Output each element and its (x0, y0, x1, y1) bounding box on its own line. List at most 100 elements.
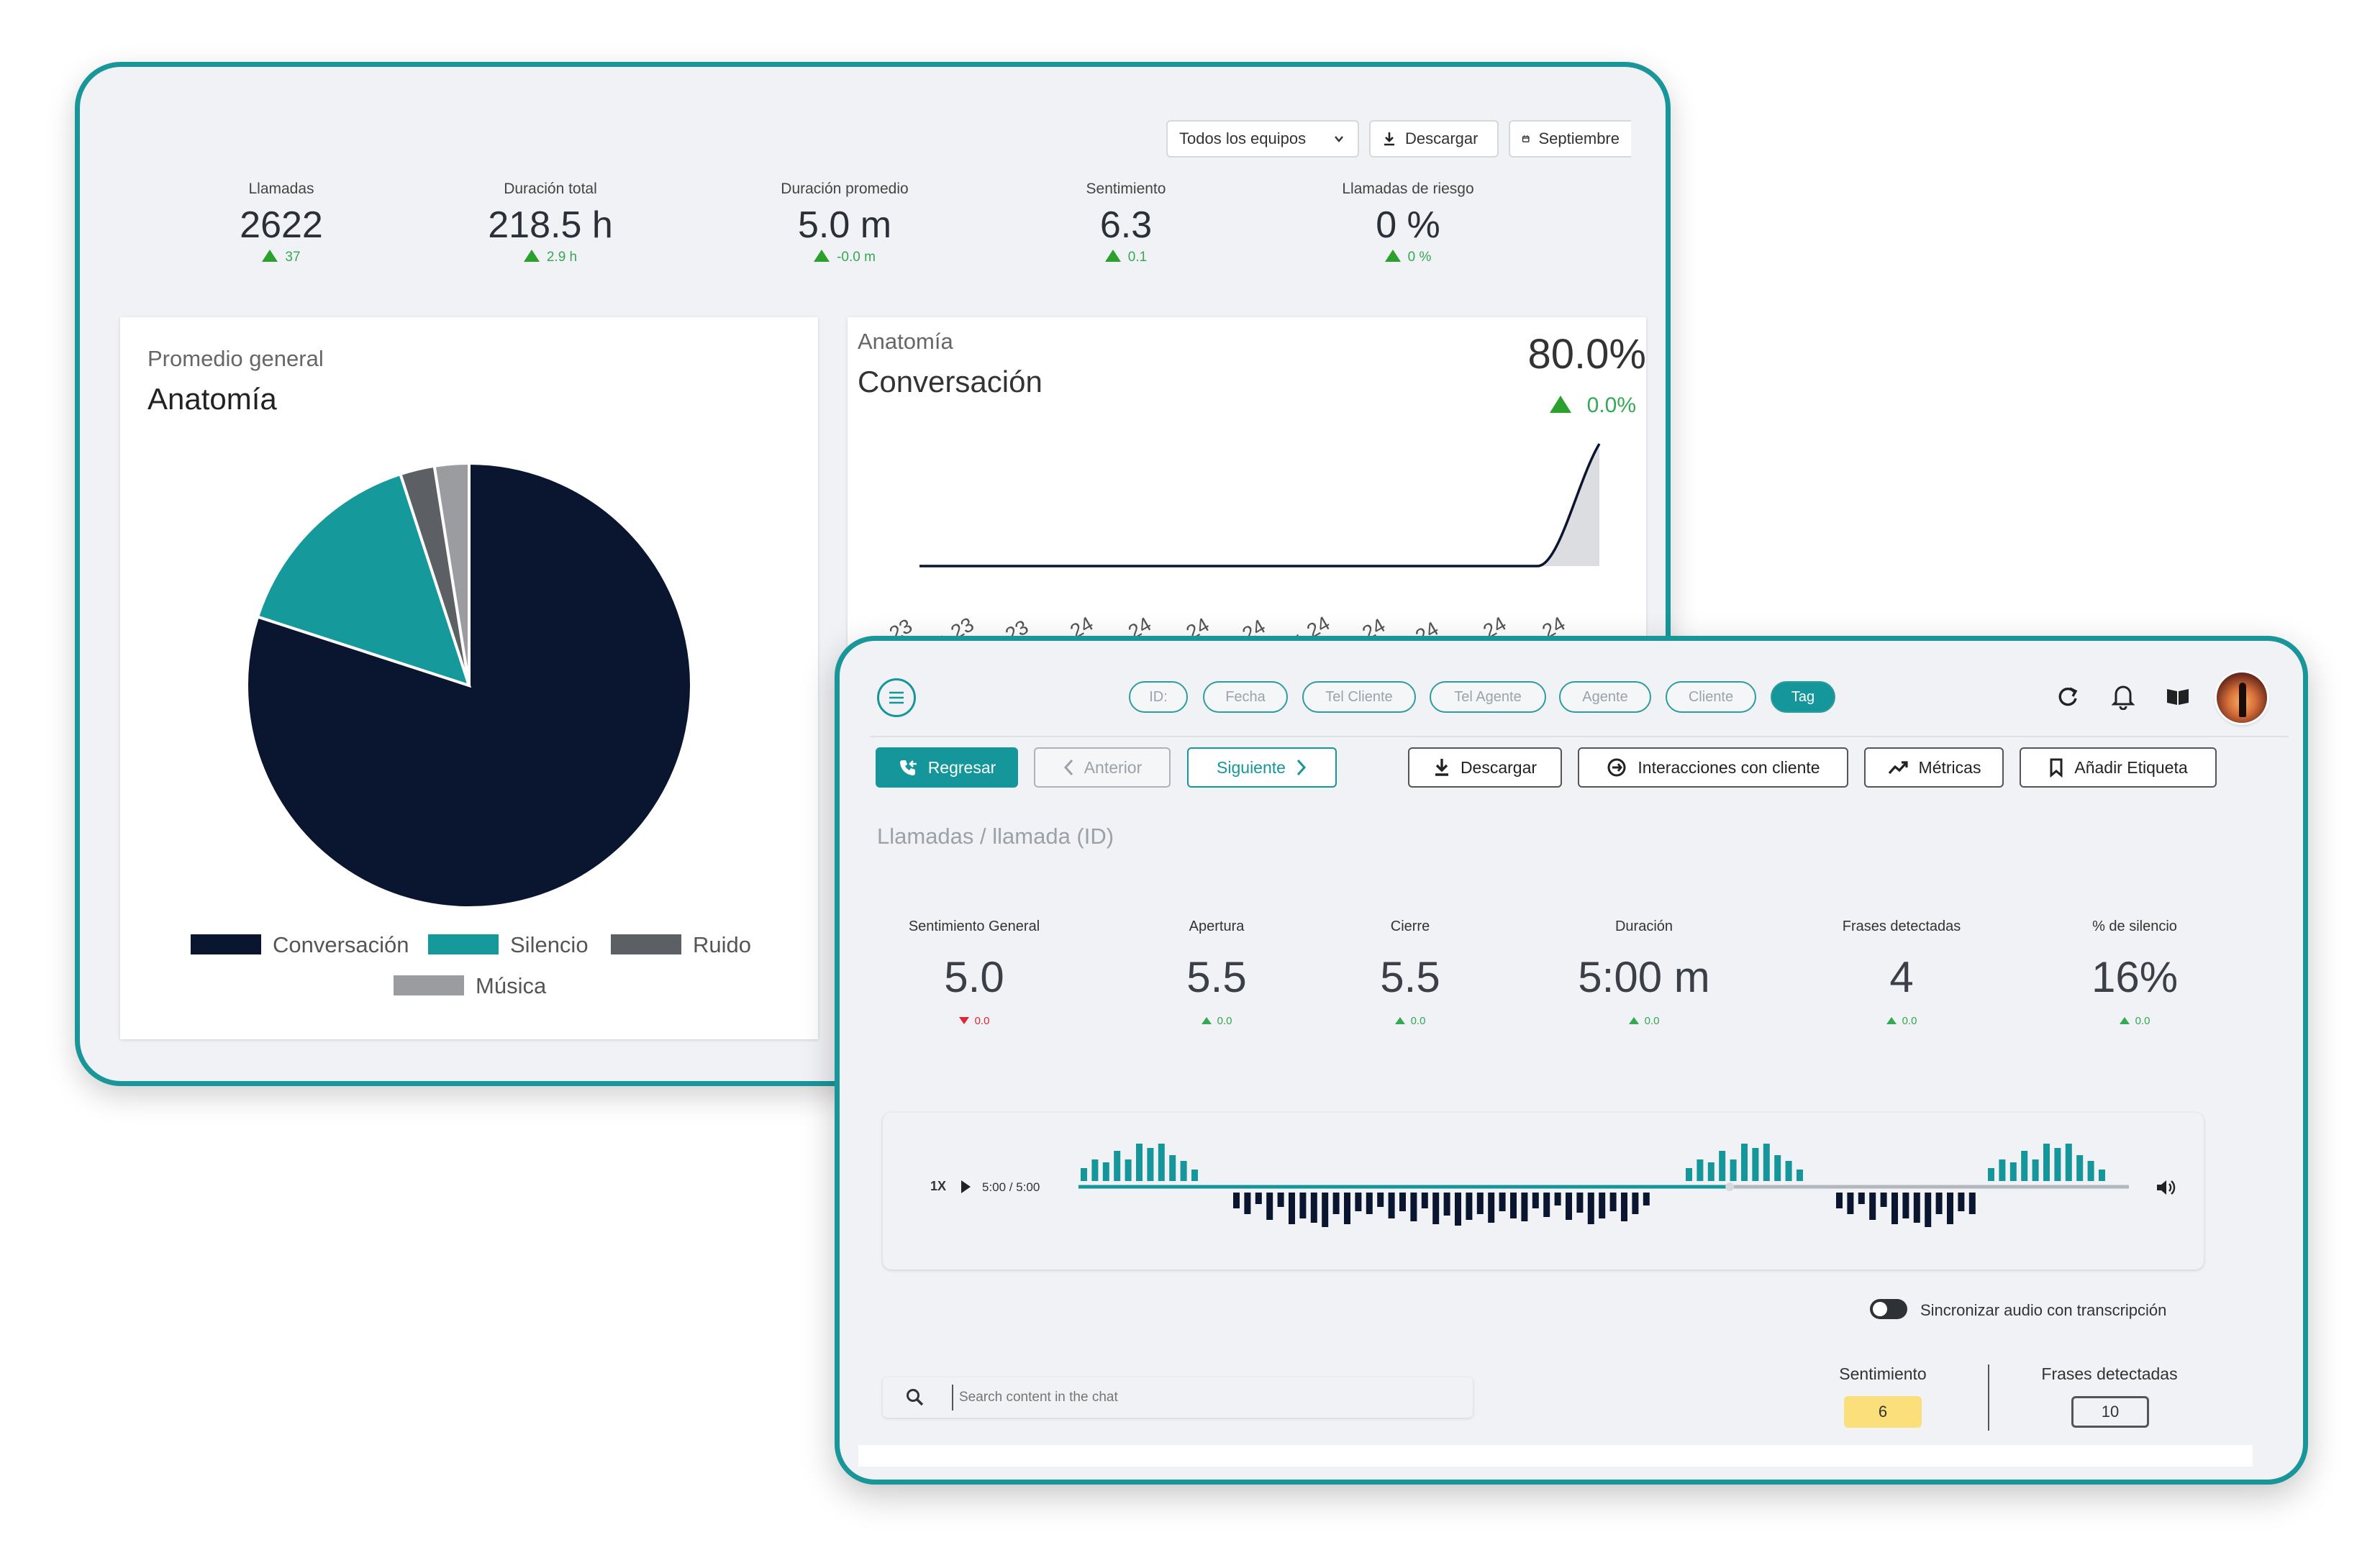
breadcrumb: Llamadas / llamada (ID) (877, 824, 1114, 849)
wave-bar-client (1869, 1193, 1876, 1220)
kpi-delta: -0.0 m (737, 250, 953, 265)
filter-agent-phone[interactable]: Tel Agente (1430, 681, 1546, 713)
wave-bar-client (1847, 1193, 1854, 1214)
kpi-label: Duración total (504, 181, 597, 197)
metric-delta: 0.0 (2027, 1015, 2243, 1027)
metrics-button[interactable]: Métricas (1864, 747, 2004, 788)
next-button[interactable]: Siguiente (1187, 747, 1337, 788)
wave-bar-client (1958, 1193, 1965, 1211)
playhead[interactable] (1725, 1182, 1735, 1191)
wave-bar-agent (1169, 1155, 1176, 1181)
metric-delta: 0.0 (1794, 1015, 2009, 1027)
wave-bar-client (1935, 1193, 1943, 1214)
book-icon[interactable] (2165, 685, 2191, 707)
kpi-sentiment: Sentimiento 6.3 0.1 (1018, 181, 1234, 265)
filter-tag[interactable]: Tag (1771, 681, 1835, 713)
add-tag-button[interactable]: Añadir Etiqueta (2020, 747, 2217, 788)
wave-bar-client (1566, 1193, 1572, 1220)
wave-bar-client (1891, 1193, 1898, 1224)
legend-label: Conversación (273, 932, 409, 957)
kpi-delta: 37 (173, 250, 389, 265)
metric-value: 4 (1889, 953, 1914, 1001)
chevron-right-icon (1296, 759, 1306, 776)
wave-bar-client (1925, 1193, 1932, 1227)
wave-bar-agent (1999, 1159, 2006, 1181)
kpi-avg-duration: Duración promedio 5.0 m -0.0 m (737, 181, 953, 265)
avatar[interactable] (2217, 673, 2267, 723)
wave-bar-client (1858, 1193, 1865, 1204)
wave-bar-client (1836, 1193, 1843, 1208)
wave-bar-agent (2076, 1155, 2084, 1181)
client-interactions-button[interactable]: Interacciones con cliente (1578, 747, 1848, 788)
wave-bar-client (1410, 1193, 1417, 1221)
metric-value: 5.0 (944, 953, 1004, 1001)
wave-bar-client (1643, 1193, 1650, 1205)
filter-client[interactable]: Cliente (1666, 681, 1756, 713)
wave-bar-agent (1191, 1170, 1198, 1181)
wave-bar-agent (2087, 1161, 2094, 1181)
bell-icon[interactable] (2112, 683, 2135, 710)
metric-value: 16% (2091, 953, 2179, 1001)
trend-delta: 0.0% (1549, 393, 1636, 418)
wave-bar-agent (1719, 1151, 1726, 1181)
up-triangle-icon (814, 250, 830, 262)
metric-detected-phrases: Frases detectadas 4 0.0 (1794, 919, 2009, 1027)
filter-date[interactable]: Fecha (1203, 681, 1288, 713)
wave-bar-agent (1147, 1148, 1154, 1181)
legend-swatch (394, 975, 464, 995)
previous-label: Anterior (1084, 757, 1143, 777)
kpi-value: 5.0 m (797, 204, 892, 246)
wave-bar-client (1476, 1193, 1484, 1214)
kpi-delta: 0.1 (1018, 250, 1234, 265)
wave-bar-agent (2009, 1162, 2017, 1181)
kpi-delta: 2.9 h (442, 250, 658, 265)
back-label: Regresar (927, 757, 996, 777)
playback-time: 5:00 / 5:00 (982, 1180, 1040, 1194)
audio-player: 1X 5:00 / 5:00 (883, 1113, 2204, 1270)
play-icon[interactable] (959, 1179, 972, 1195)
download-button[interactable]: Descargar (1369, 120, 1499, 158)
date-picker-button[interactable]: Septiembre (1509, 120, 1631, 158)
metric-closing: Cierre 5.5 0.0 (1302, 919, 1518, 1027)
chat-search-input[interactable] (952, 1385, 1455, 1410)
previous-button[interactable]: Anterior (1034, 747, 1171, 788)
metric-duration: Duración 5:00 m 0.0 (1536, 919, 1752, 1027)
filter-client-phone[interactable]: Tel Cliente (1302, 681, 1416, 713)
audio-waveform[interactable] (883, 1113, 2204, 1270)
volume-icon[interactable] (2155, 1177, 2176, 1198)
download-button[interactable]: Descargar (1408, 747, 1562, 788)
conversation-trend-card: Anatomía Conversación 80.0% 0.0% Oct, 23… (848, 317, 1646, 691)
metric-label: Apertura (1189, 919, 1245, 934)
kpi-value: 6.3 (1099, 204, 1153, 246)
wave-bar-client (1587, 1193, 1594, 1224)
interactions-label: Interacciones con cliente (1638, 757, 1820, 777)
wave-bar-agent (1697, 1159, 1704, 1181)
filter-agent[interactable]: Agente (1559, 681, 1651, 713)
wave-bar-client (1355, 1193, 1362, 1211)
up-triangle-icon (1104, 250, 1121, 262)
sync-audio-toggle[interactable] (1870, 1299, 1907, 1319)
wave-bar-agent (1741, 1144, 1748, 1181)
playback-speed[interactable]: 1X (930, 1179, 947, 1193)
phone-back-icon (899, 760, 917, 775)
wave-bar-client (1322, 1193, 1329, 1227)
wave-bar-client (1332, 1193, 1340, 1214)
up-triangle-icon (262, 250, 278, 262)
download-label: Descargar (1460, 757, 1538, 777)
menu-button[interactable] (877, 678, 916, 717)
date-label: Septiembre (1538, 129, 1620, 147)
wave-bar-client (1299, 1193, 1307, 1218)
wave-bar-client (1310, 1193, 1317, 1223)
wave-bar-agent (1707, 1162, 1714, 1181)
team-select[interactable]: Todos los equipos (1166, 120, 1359, 158)
metrics-label: Métricas (1918, 757, 1981, 777)
wave-bar-agent (2065, 1144, 2072, 1181)
wave-bar-client (1289, 1193, 1295, 1224)
back-button[interactable]: Regresar (876, 747, 1018, 788)
up-triangle-icon (2119, 1017, 2130, 1024)
filter-id[interactable]: ID: (1129, 681, 1188, 713)
series-line (919, 443, 1601, 568)
up-triangle-icon (1628, 1017, 1639, 1024)
refresh-icon[interactable] (2056, 684, 2080, 710)
legend-swatch (611, 934, 681, 954)
